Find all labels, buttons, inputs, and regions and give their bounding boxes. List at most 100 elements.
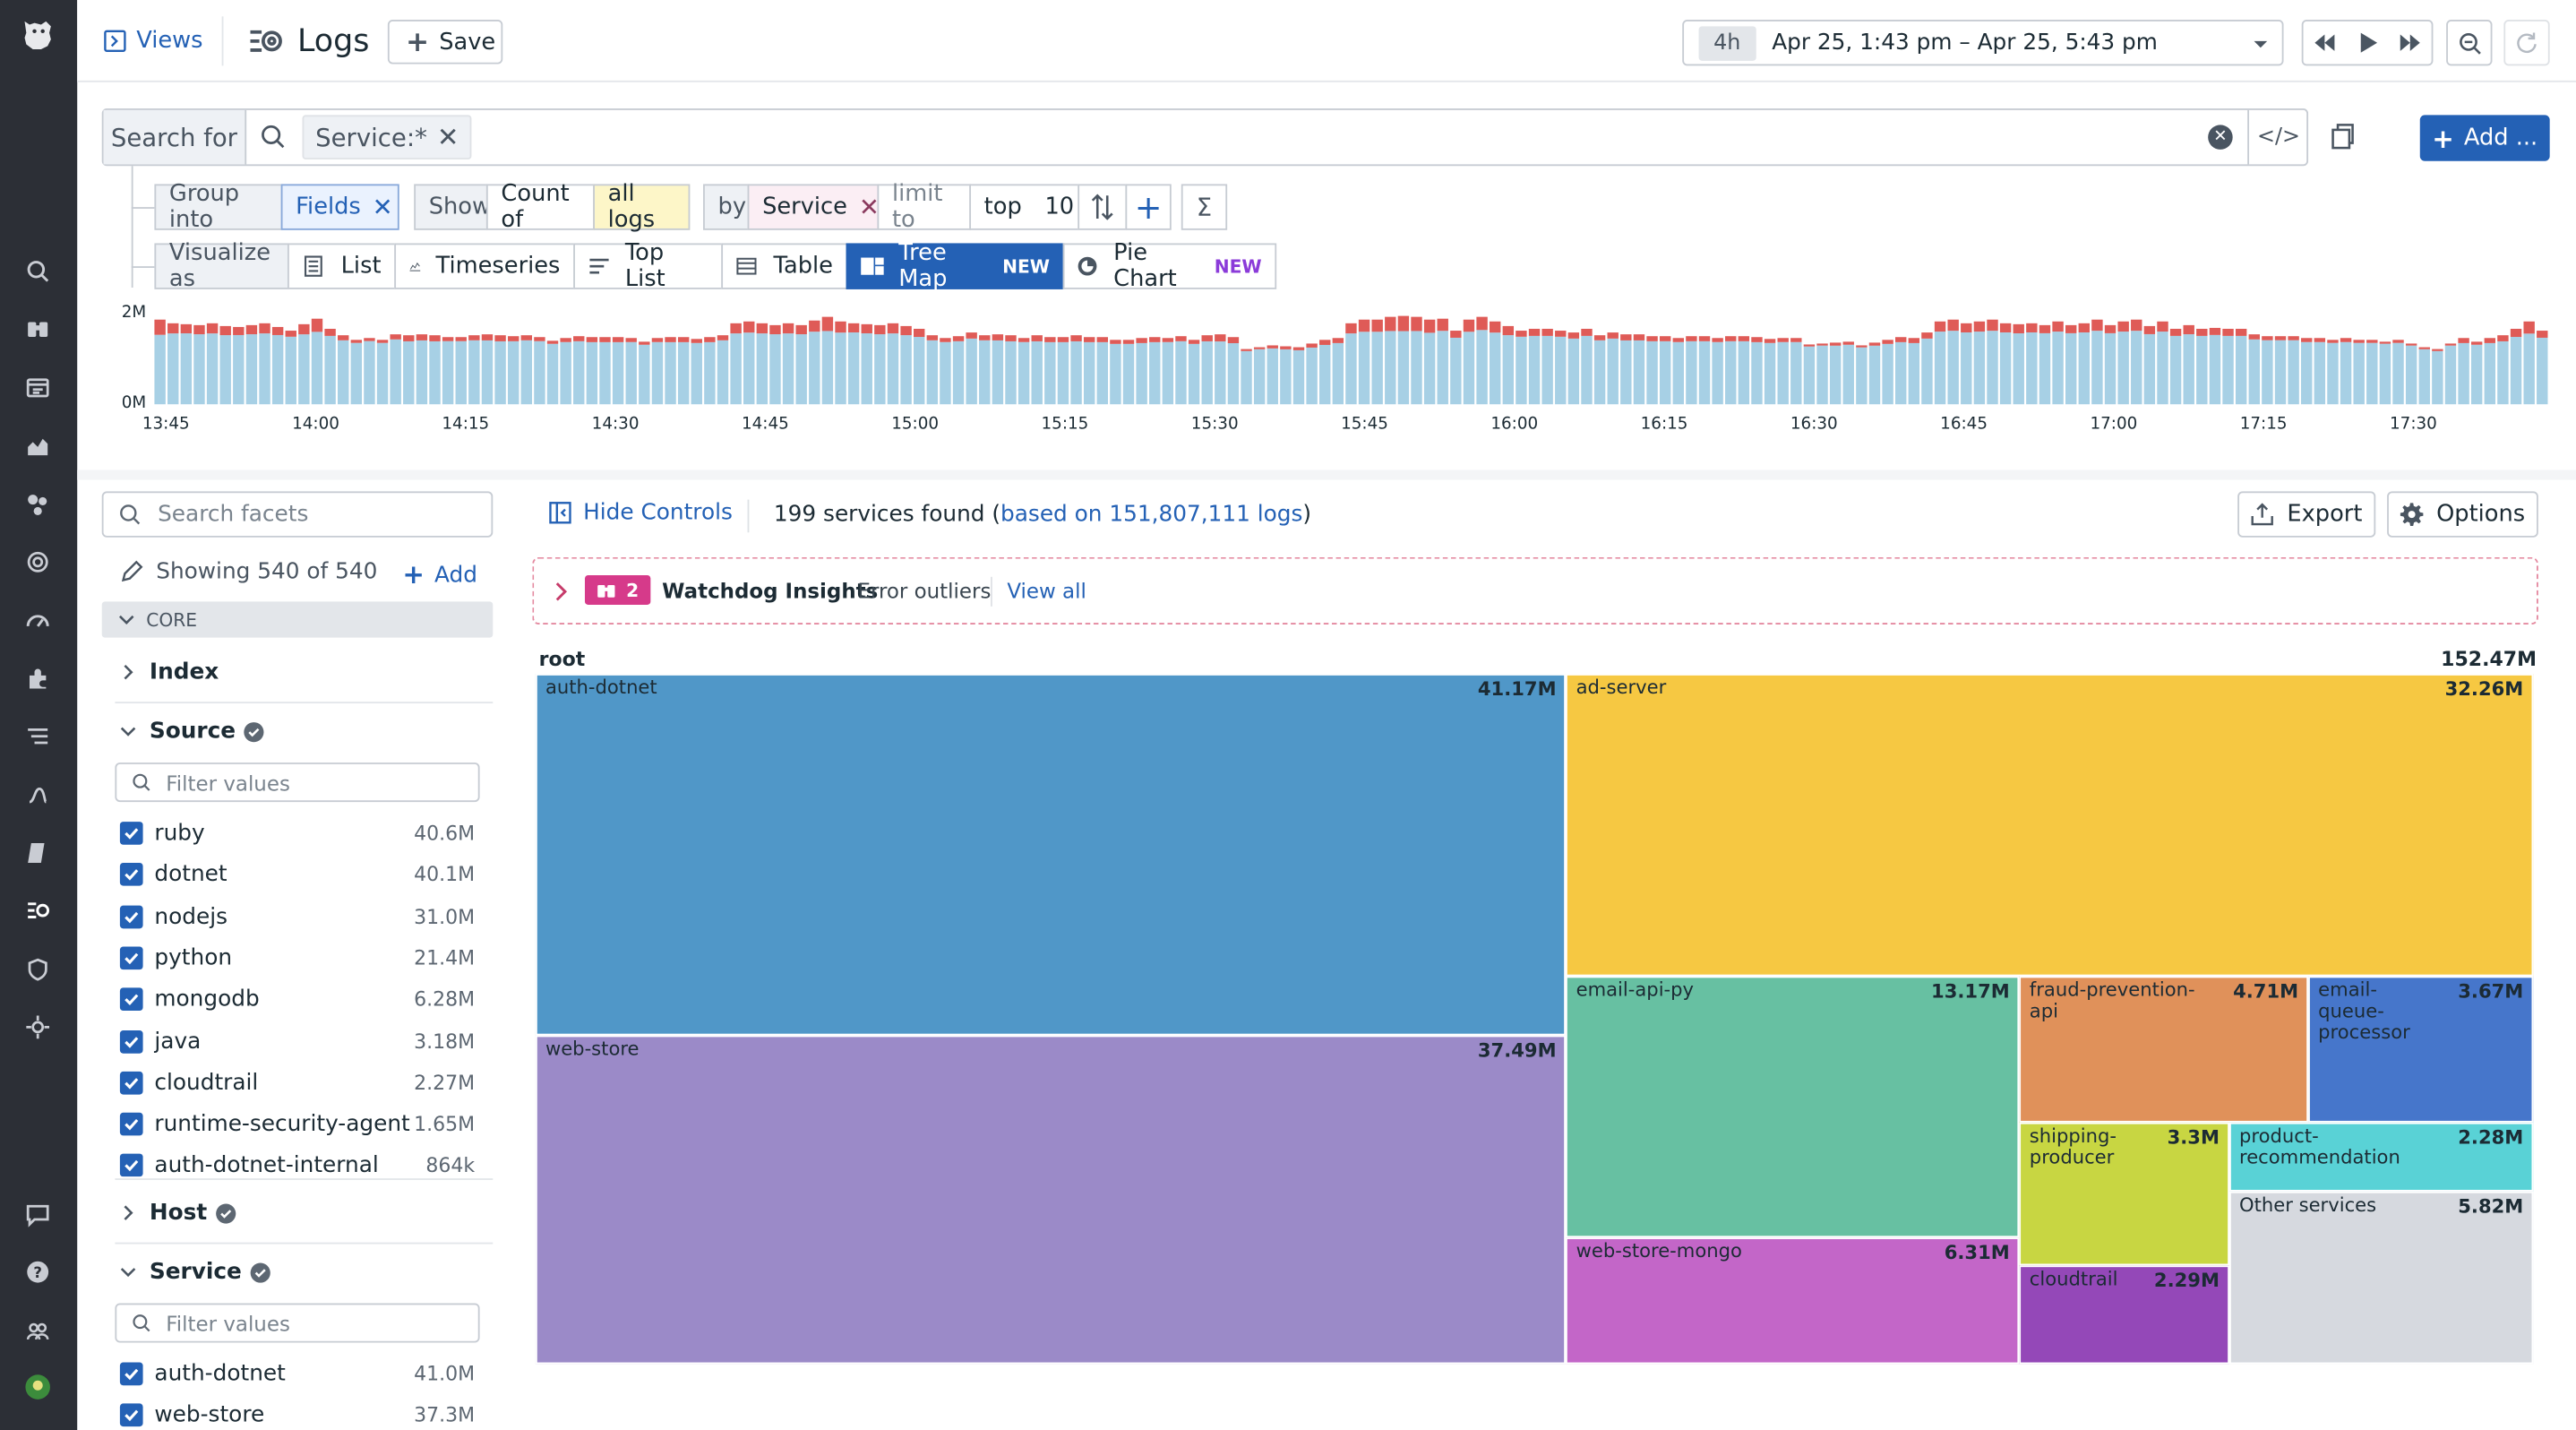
histogram-bar-info[interactable]: [455, 340, 467, 405]
histogram-bar-error[interactable]: [1358, 319, 1370, 332]
histogram-bar-error[interactable]: [520, 335, 533, 340]
facet-service[interactable]: Service: [120, 1259, 271, 1285]
histogram-bar-error[interactable]: [1620, 334, 1632, 340]
histogram-bar-info[interactable]: [560, 341, 571, 405]
facet-value-row[interactable]: cloudtrail 2.27M: [119, 1064, 482, 1100]
histogram-bar-info[interactable]: [1751, 341, 1763, 405]
histogram-bar-error[interactable]: [2078, 323, 2091, 332]
histogram-bar-error[interactable]: [1215, 334, 1226, 342]
checkbox-checked-icon[interactable]: [119, 904, 143, 928]
histogram-bar-info[interactable]: [1856, 347, 1868, 405]
histogram-bar-info[interactable]: [1567, 338, 1580, 405]
histogram-bar-info[interactable]: [1437, 331, 1448, 405]
histogram-bar-error[interactable]: [795, 324, 807, 335]
histogram-bar-info[interactable]: [1489, 332, 1501, 405]
histogram-bar-error[interactable]: [2314, 338, 2326, 342]
histogram-bar-info[interactable]: [1686, 340, 1697, 405]
histogram-bar-info[interactable]: [847, 332, 860, 405]
histogram-bar-error[interactable]: [1267, 345, 1278, 349]
histogram-bar-error[interactable]: [900, 325, 912, 336]
sort-icon[interactable]: [1078, 184, 1128, 230]
viz-option-table[interactable]: Table: [721, 243, 848, 289]
histogram-bar-info[interactable]: [180, 333, 193, 405]
pencil-icon[interactable]: [120, 560, 143, 583]
checkbox-checked-icon[interactable]: [119, 822, 143, 845]
histogram-bar-error[interactable]: [1947, 319, 1959, 332]
histogram-bar-error[interactable]: [416, 334, 428, 340]
histogram-bar-info[interactable]: [1175, 340, 1187, 405]
histogram-bar-info[interactable]: [940, 341, 951, 405]
viz-option-list[interactable]: List: [287, 243, 397, 289]
histogram-bar-error[interactable]: [1018, 338, 1030, 342]
binoculars-icon[interactable]: [21, 312, 55, 345]
histogram-bar-info[interactable]: [2078, 332, 2091, 405]
histogram-bar-error[interactable]: [2301, 338, 2313, 342]
histogram-bar-info[interactable]: [821, 331, 834, 405]
histogram-bar-info[interactable]: [2183, 334, 2194, 405]
facet-value-row[interactable]: dotnet 40.1M: [119, 857, 482, 892]
watchdog-insights-banner[interactable]: 2 Watchdog Insights Error outliers View …: [532, 556, 2538, 625]
export-button[interactable]: Export: [2237, 491, 2376, 538]
histogram-bar-info[interactable]: [507, 340, 519, 405]
histogram-bar-error[interactable]: [2013, 323, 2024, 334]
histogram-bar-error[interactable]: [1999, 323, 2012, 332]
histogram-bar-error[interactable]: [1385, 316, 1396, 332]
histogram-bar-error[interactable]: [1136, 338, 1147, 343]
query-token[interactable]: Service:* ✕: [302, 115, 473, 159]
histogram-bar-info[interactable]: [2405, 345, 2417, 405]
checkbox-checked-icon[interactable]: [119, 1362, 143, 1386]
histogram-bar-info[interactable]: [520, 340, 533, 405]
histogram-bar-error[interactable]: [2432, 349, 2443, 351]
histogram-bar-info[interactable]: [2104, 332, 2117, 405]
histogram-bar-error[interactable]: [2143, 325, 2156, 334]
histogram-bar-error[interactable]: [1306, 343, 1318, 348]
histogram-bar-error[interactable]: [1241, 349, 1252, 351]
metrics-icon[interactable]: [21, 429, 55, 462]
histogram-bar-error[interactable]: [1516, 331, 1527, 337]
histogram-bar-info[interactable]: [691, 342, 702, 405]
checkbox-checked-icon[interactable]: [119, 1154, 143, 1177]
histogram-bar-error[interactable]: [1581, 328, 1593, 336]
histogram-bar-error[interactable]: [625, 338, 637, 342]
histogram-bar-info[interactable]: [494, 340, 506, 405]
histogram-bar-info[interactable]: [665, 341, 676, 405]
viz-option-piechart[interactable]: Pie Chart NEW: [1062, 240, 1277, 292]
histogram-bar-error[interactable]: [1345, 323, 1357, 334]
histogram-bar-error[interactable]: [2288, 336, 2299, 340]
histogram-bar-error[interactable]: [1934, 321, 1946, 332]
histogram-bar-error[interactable]: [364, 338, 375, 341]
histogram-bar-error[interactable]: [1502, 325, 1515, 336]
histogram-bar-error[interactable]: [376, 340, 389, 343]
histogram-bar-info[interactable]: [2470, 344, 2483, 405]
histogram-bar-error[interactable]: [1764, 339, 1776, 343]
histogram-bar-error[interactable]: [1031, 335, 1043, 341]
histogram-bar-info[interactable]: [1947, 331, 1959, 405]
histogram-bar-error[interactable]: [259, 323, 270, 334]
histogram-bar-error[interactable]: [2052, 321, 2064, 332]
apm-icon[interactable]: [21, 605, 55, 638]
histogram-bar-info[interactable]: [704, 341, 716, 405]
histogram-bar-info[interactable]: [2444, 345, 2457, 405]
histogram-bar-info[interactable]: [1253, 349, 1266, 405]
histogram-bar-error[interactable]: [940, 338, 951, 342]
code-view-icon[interactable]: </>: [2247, 109, 2308, 165]
histogram-bar-info[interactable]: [2392, 342, 2404, 405]
treemap-cell[interactable]: email-queue-processor 3.67M: [2308, 975, 2534, 1124]
histogram-bar-info[interactable]: [2288, 340, 2299, 405]
histogram-bar-error[interactable]: [1738, 336, 1750, 341]
histogram-bar-info[interactable]: [2366, 342, 2378, 405]
histogram-bar-error[interactable]: [1463, 319, 1475, 332]
treemap-cell[interactable]: shipping-producer 3.3M: [2019, 1123, 2229, 1266]
histogram-bar-info[interactable]: [1921, 338, 1933, 405]
histogram-bar-info[interactable]: [2262, 340, 2273, 405]
histogram-bar-info[interactable]: [1764, 342, 1776, 405]
histogram-bar-info[interactable]: [1280, 349, 1292, 405]
histogram-bar-error[interactable]: [1698, 336, 1711, 341]
histogram-bar-error[interactable]: [1083, 337, 1095, 342]
histogram-bar-info[interactable]: [481, 340, 494, 405]
histogram-bar-error[interactable]: [1489, 321, 1501, 333]
histogram-bar-info[interactable]: [651, 341, 664, 405]
histogram-bar-error[interactable]: [2444, 343, 2457, 346]
histogram-bar-info[interactable]: [966, 338, 977, 405]
user-avatar-icon[interactable]: [21, 1371, 55, 1404]
